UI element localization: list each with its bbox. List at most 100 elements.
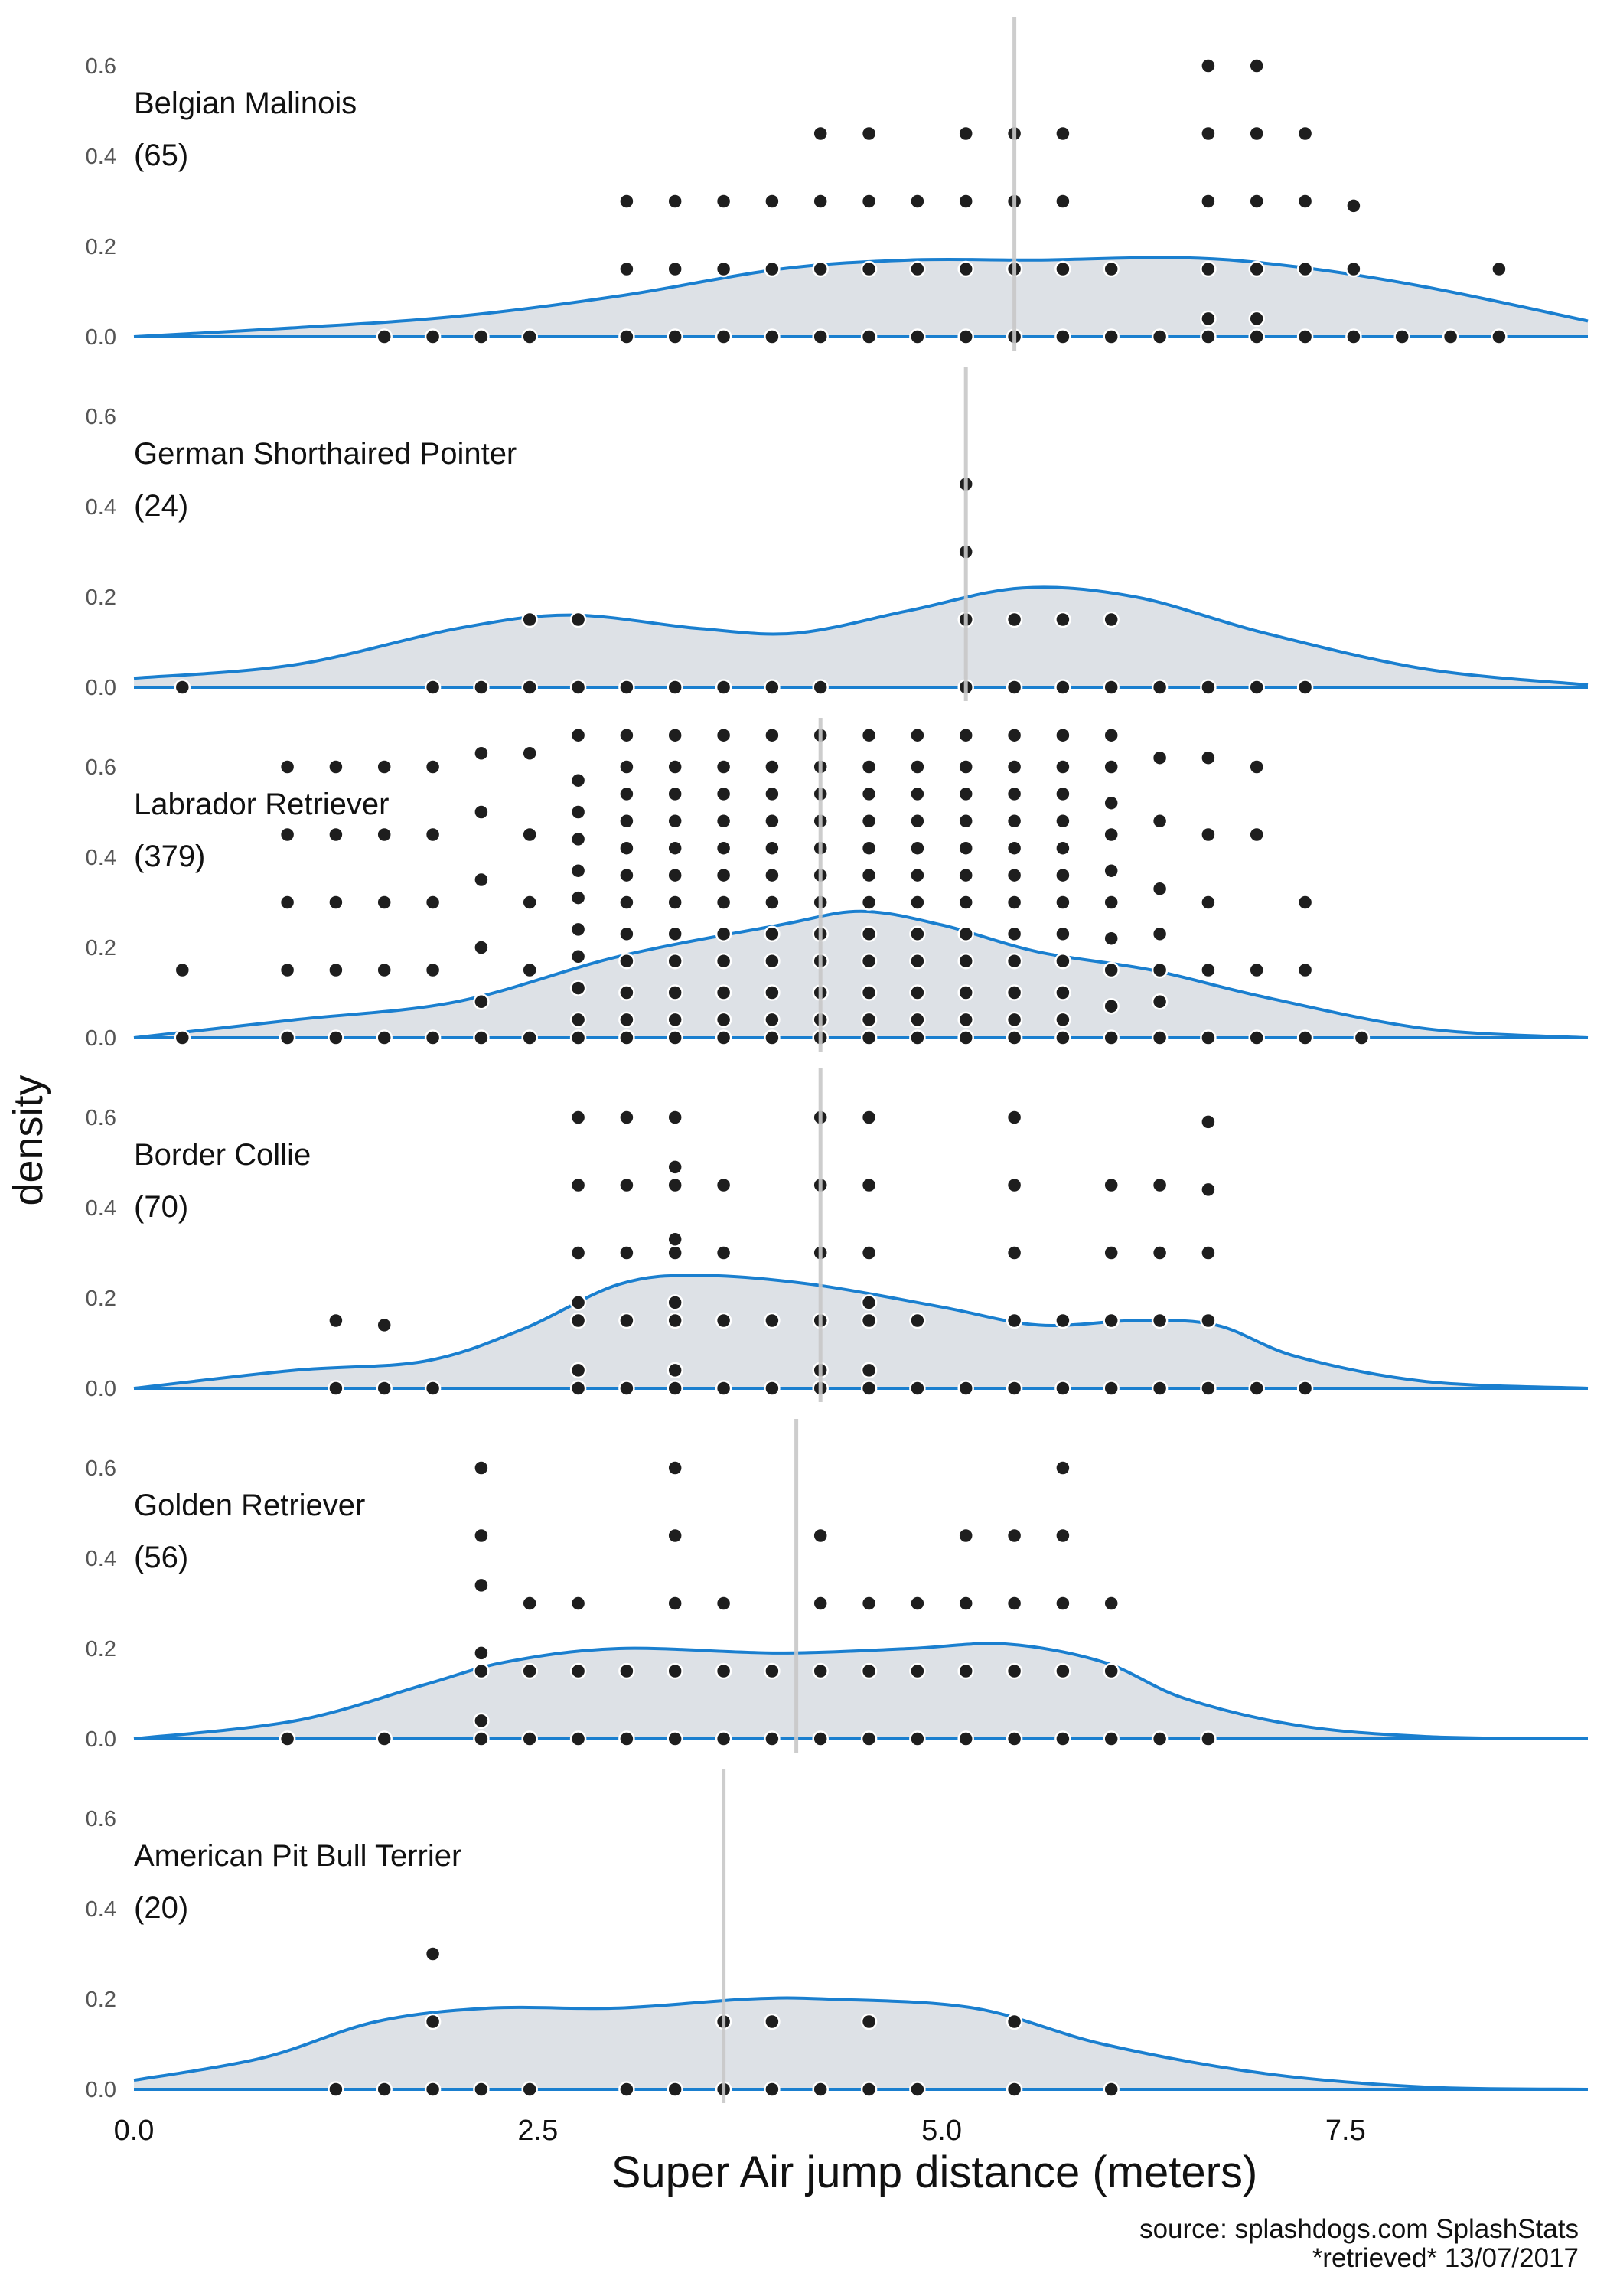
data-point bbox=[1054, 125, 1071, 142]
data-point bbox=[1006, 1244, 1023, 1261]
data-point bbox=[860, 125, 878, 142]
data-point bbox=[1151, 1029, 1169, 1046]
data-point bbox=[715, 785, 732, 803]
data-point bbox=[1054, 840, 1071, 856]
data-point bbox=[1006, 1662, 1023, 1680]
data-point bbox=[1006, 984, 1023, 1001]
data-point bbox=[424, 758, 442, 775]
data-point bbox=[1248, 260, 1265, 278]
data-point bbox=[618, 813, 635, 830]
density-curve bbox=[133, 1996, 1589, 2091]
data-point bbox=[764, 785, 781, 803]
data-point bbox=[764, 2081, 781, 2098]
data-point bbox=[376, 328, 393, 345]
data-point bbox=[618, 866, 635, 884]
data-point bbox=[1103, 794, 1120, 811]
data-point bbox=[1054, 1380, 1071, 1397]
data-point bbox=[521, 961, 538, 979]
data-point bbox=[424, 328, 442, 345]
y-tick-label: 0.4 bbox=[86, 1196, 116, 1221]
density-area bbox=[134, 1998, 1588, 2089]
x-axis-title: Super Air jump distance (meters) bbox=[611, 2148, 1258, 2197]
data-point bbox=[1151, 993, 1169, 1010]
data-point bbox=[909, 1029, 926, 1046]
data-point bbox=[328, 1380, 344, 1397]
data-point bbox=[860, 1294, 878, 1311]
y-tick-label: 0.6 bbox=[86, 405, 116, 429]
data-point bbox=[667, 1380, 683, 1397]
data-point bbox=[473, 1662, 490, 1680]
data-point bbox=[569, 1595, 587, 1612]
data-point bbox=[1103, 826, 1120, 843]
data-point bbox=[860, 1011, 878, 1029]
data-point bbox=[424, 1029, 442, 1046]
data-point bbox=[860, 866, 878, 884]
data-point bbox=[764, 758, 781, 775]
x-tick-label: 2.5 bbox=[517, 2115, 558, 2147]
data-point bbox=[715, 1730, 732, 1747]
data-point bbox=[1248, 193, 1265, 210]
data-point bbox=[860, 1176, 878, 1194]
data-point bbox=[618, 894, 635, 911]
data-point bbox=[812, 1730, 829, 1747]
data-point bbox=[667, 1294, 683, 1311]
y-tick-label: 0.2 bbox=[86, 585, 116, 610]
data-point bbox=[715, 1011, 732, 1029]
y-tick-label: 0.6 bbox=[86, 1456, 116, 1481]
data-point bbox=[909, 1595, 926, 1612]
data-point bbox=[1248, 310, 1265, 328]
data-point bbox=[473, 1029, 490, 1046]
panel-breed-label: Labrador Retriever bbox=[134, 788, 390, 821]
data-point bbox=[473, 993, 490, 1010]
panel-golden-retriever: 0.0 0.2 0.4 0.6 Golden Retriever (56) bbox=[86, 1419, 1589, 1753]
y-tick-label: 0.2 bbox=[86, 1287, 116, 1311]
data-point bbox=[667, 952, 683, 970]
data-point bbox=[569, 921, 587, 938]
data-point bbox=[909, 925, 926, 943]
data-point bbox=[860, 726, 878, 744]
data-point bbox=[715, 1176, 732, 1194]
data-point bbox=[860, 1380, 878, 1397]
x-tick-label: 7.5 bbox=[1325, 2115, 1366, 2147]
data-point bbox=[618, 785, 635, 803]
data-point bbox=[860, 925, 878, 943]
data-point bbox=[667, 1730, 683, 1747]
data-point bbox=[957, 125, 974, 142]
density-area bbox=[134, 257, 1588, 337]
data-point bbox=[1054, 984, 1071, 1001]
data-point bbox=[1491, 260, 1508, 278]
data-point bbox=[667, 260, 683, 278]
density-curve bbox=[133, 909, 1589, 1039]
data-point bbox=[715, 840, 732, 856]
data-point bbox=[521, 2081, 538, 2098]
data-point bbox=[860, 328, 878, 345]
data-point bbox=[860, 260, 878, 278]
data-point bbox=[1006, 894, 1023, 911]
data-point bbox=[569, 1244, 587, 1261]
data-point bbox=[812, 1595, 829, 1612]
data-point bbox=[569, 1176, 587, 1194]
data-point bbox=[1296, 125, 1314, 142]
data-point bbox=[1151, 880, 1169, 898]
data-point bbox=[1103, 2081, 1120, 2098]
data-point bbox=[667, 1231, 683, 1248]
data-point bbox=[764, 1380, 781, 1397]
data-point bbox=[1248, 961, 1265, 979]
data-point bbox=[1054, 1029, 1071, 1046]
data-point bbox=[1054, 726, 1071, 744]
data-point bbox=[569, 889, 587, 906]
data-point bbox=[860, 894, 878, 911]
data-point bbox=[715, 260, 732, 278]
data-point bbox=[860, 785, 878, 803]
data-point bbox=[715, 193, 732, 210]
data-point bbox=[1296, 328, 1314, 345]
data-point bbox=[174, 961, 191, 979]
data-point bbox=[618, 1244, 635, 1261]
data-point bbox=[764, 952, 781, 970]
data-point bbox=[618, 1662, 635, 1680]
data-point bbox=[764, 925, 781, 943]
data-point bbox=[715, 726, 732, 744]
data-point bbox=[376, 894, 393, 911]
data-point bbox=[715, 1244, 732, 1261]
data-point bbox=[569, 611, 587, 628]
